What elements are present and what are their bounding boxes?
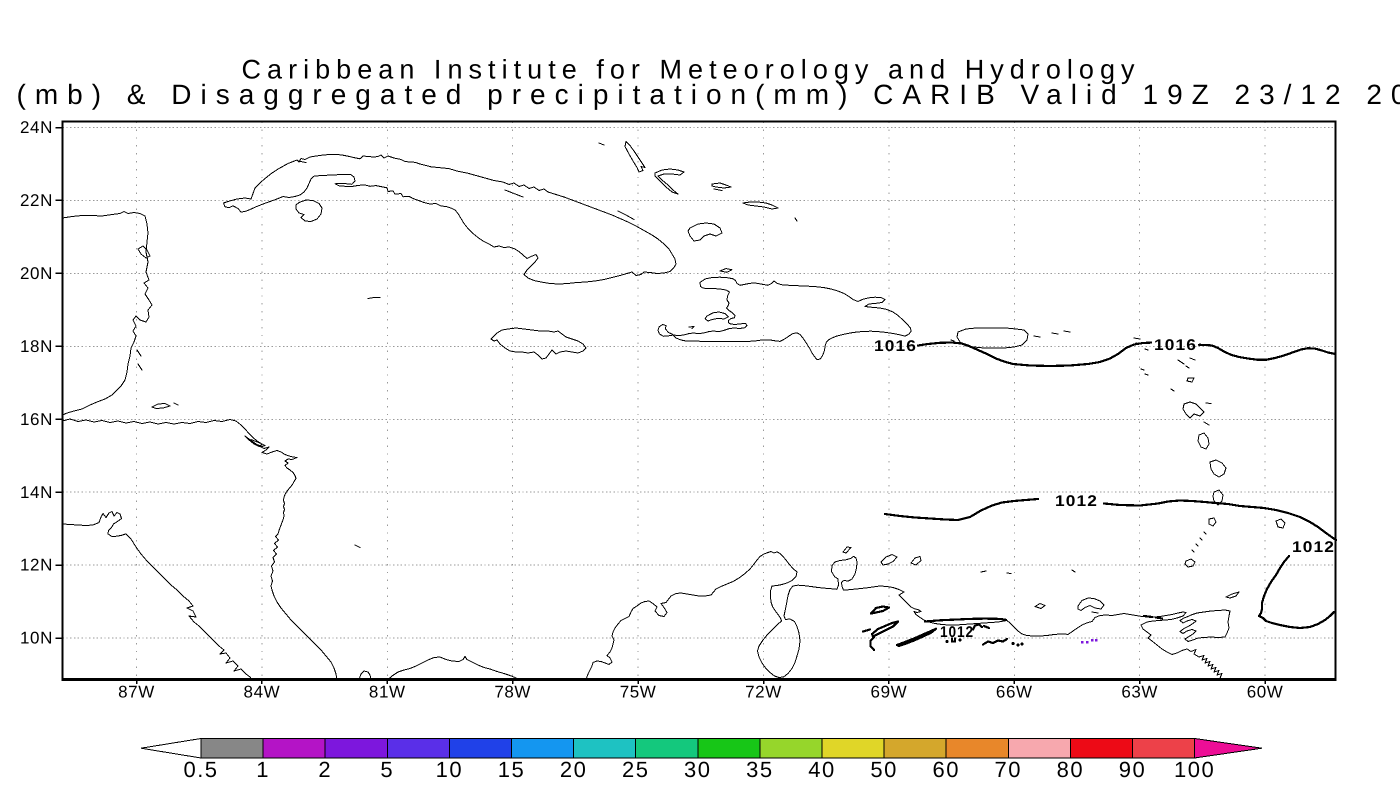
svg-text:10N: 10N [20,629,53,648]
svg-text:1012: 1012 [940,624,974,641]
svg-text:1: 1 [256,757,270,782]
svg-text:70: 70 [995,757,1022,782]
svg-text:84W: 84W [244,683,281,702]
svg-text:63W: 63W [1121,683,1158,702]
svg-text:75W: 75W [620,683,657,702]
svg-text:2: 2 [318,757,332,782]
svg-text:1012: 1012 [1055,493,1098,510]
svg-text:69W: 69W [871,683,908,702]
svg-text:18N: 18N [20,337,53,356]
svg-text:1012: 1012 [1292,539,1335,556]
svg-text:100: 100 [1174,757,1215,782]
svg-text:40: 40 [808,757,835,782]
svg-text:1016: 1016 [874,338,917,355]
svg-text:72W: 72W [745,683,782,702]
svg-text:30: 30 [684,757,711,782]
svg-text:22N: 22N [20,191,53,210]
svg-text:90: 90 [1119,757,1146,782]
svg-text:16N: 16N [20,410,53,429]
svg-text:60W: 60W [1247,683,1284,702]
svg-text:81W: 81W [369,683,406,702]
svg-text:80: 80 [1057,757,1084,782]
svg-text:(mb) & Disaggregated precipita: (mb) & Disaggregated precipitation(mm) C… [17,79,1400,110]
svg-text:24N: 24N [20,118,53,137]
svg-text:5: 5 [380,757,394,782]
svg-text:50: 50 [870,757,897,782]
svg-text:35: 35 [746,757,773,782]
svg-text:60: 60 [932,757,959,782]
svg-text:1016: 1016 [1154,337,1197,354]
svg-text:15: 15 [498,757,525,782]
svg-text:25: 25 [622,757,649,782]
svg-text:10: 10 [436,757,463,782]
svg-text:78W: 78W [494,683,531,702]
svg-text:12N: 12N [20,556,53,575]
svg-text:20N: 20N [20,264,53,283]
svg-text:14N: 14N [20,483,53,502]
svg-text:87W: 87W [118,683,155,702]
svg-text:0.5: 0.5 [183,757,218,782]
svg-text:20: 20 [560,757,587,782]
svg-text:66W: 66W [996,683,1033,702]
